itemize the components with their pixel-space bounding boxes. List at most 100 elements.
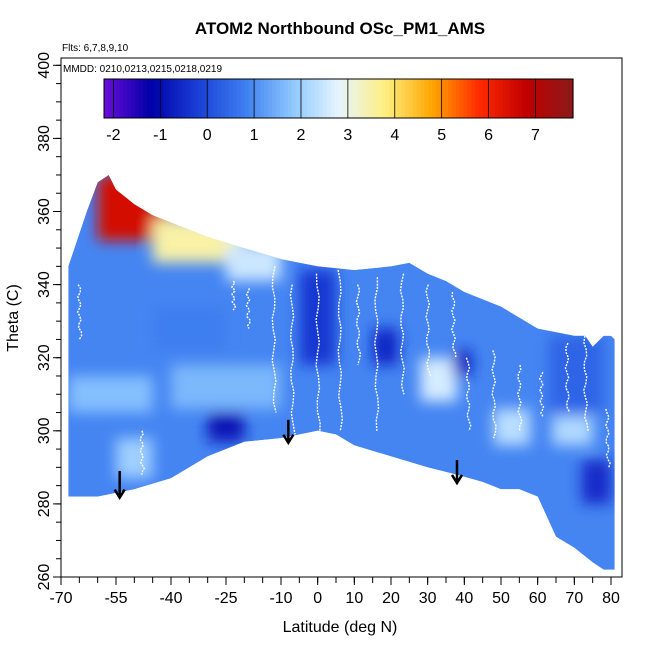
colorbar-cell	[104, 79, 109, 118]
colorbar-cell	[428, 79, 433, 118]
x-tick-label: -10	[269, 590, 292, 607]
colorbar-cell	[494, 79, 500, 118]
colorbar-cell	[209, 79, 215, 118]
profile-trace	[583, 335, 589, 431]
profile-trace	[491, 350, 497, 439]
x-tick-label: -40	[159, 590, 182, 607]
y-tick-label: 360	[36, 198, 53, 225]
colorbar-tick-label: 5	[437, 127, 446, 144]
x-tick-label: 70	[565, 590, 583, 607]
colorbar-cell	[119, 79, 125, 118]
colorbar-cell	[146, 79, 152, 118]
colorbar-cell	[303, 79, 308, 118]
colorbar-cell	[545, 79, 551, 118]
colorbar-cell	[107, 79, 113, 118]
colorbar-cell	[260, 79, 265, 118]
colorbar-cell	[201, 79, 207, 118]
y-tick-label: 320	[36, 344, 53, 371]
colorbar-cell	[131, 79, 136, 118]
colorbar-cell	[221, 79, 226, 118]
colorbar-cell	[139, 79, 144, 118]
y-tick-label: 380	[36, 125, 53, 152]
colorbar-cell	[248, 79, 254, 118]
colorbar-tick-label: 1	[250, 127, 259, 144]
colorbar-cell	[158, 79, 164, 118]
colorbar-cell	[275, 79, 281, 118]
colorbar-cell	[330, 79, 336, 118]
colorbar-cell	[322, 79, 328, 118]
profile-trace	[245, 288, 251, 329]
colorbar-cell	[135, 79, 140, 118]
heatmap-region	[372, 328, 399, 366]
colorbar-cell	[166, 79, 172, 118]
heatmap-region	[152, 306, 226, 351]
colorbar-cell	[232, 79, 238, 118]
profile-trace	[564, 342, 571, 413]
colorbar-cell	[483, 79, 488, 118]
colorbar-cell	[307, 79, 312, 118]
colorbar-cell	[549, 79, 555, 118]
colorbar-cell	[479, 79, 484, 118]
colorbar-cell	[541, 79, 547, 118]
colorbar-cell	[553, 79, 558, 118]
heatmap-region	[581, 460, 611, 504]
profile-trace	[538, 371, 545, 417]
profile-trace	[355, 284, 362, 366]
colorbar-cell	[287, 79, 293, 118]
colorbar-cell	[522, 79, 527, 118]
x-tick-label: 60	[529, 590, 547, 607]
x-tick-label: 20	[382, 590, 400, 607]
colorbar-tick-label: 7	[531, 127, 540, 144]
colorbar-cell	[272, 79, 277, 118]
x-tick-label: 30	[419, 590, 437, 607]
y-axis-label: Theta (C)	[5, 284, 22, 352]
colorbar-tick-label: 0	[203, 127, 212, 144]
x-tick-label: 50	[492, 590, 510, 607]
x-tick-label: -25	[214, 590, 237, 607]
colorbar-cell	[447, 79, 453, 118]
colorbar-cell	[150, 79, 156, 118]
colorbar-cell	[459, 79, 465, 118]
heatmap-field	[68, 175, 615, 570]
y-axis: 260 280 300 320 340 360 380 400	[36, 52, 61, 590]
colorbar-tick-label: 2	[297, 127, 306, 144]
y-tick-label: 300	[36, 417, 53, 444]
colorbar: -2 -1 0 1 2 3 4 5 6 7	[103, 78, 574, 144]
colorbar-cell	[334, 79, 340, 118]
colorbar-cell	[115, 79, 121, 118]
colorbar-cell	[510, 79, 515, 118]
y-tick-label: 400	[36, 52, 53, 79]
colorbar-cell	[264, 79, 269, 118]
colorbar-cell	[213, 79, 218, 118]
x-tick-label: 0	[313, 590, 322, 607]
colorbar-cell	[127, 79, 132, 118]
colorbar-cell	[350, 79, 355, 118]
x-tick-label: 40	[455, 590, 473, 607]
colorbar-cell	[506, 79, 512, 118]
colorbar-tick-label: 3	[343, 127, 352, 144]
colorbar-cell	[451, 79, 457, 118]
colorbar-cell	[315, 79, 320, 118]
colorbar-cell	[217, 79, 222, 118]
colorbar-cell	[557, 79, 562, 118]
colorbar-cell	[244, 79, 250, 118]
heatmap-region	[299, 269, 336, 366]
flights-note: Flts: 6,7,8,9,10	[62, 43, 129, 54]
profile-trace	[76, 284, 83, 340]
colorbar-cell	[436, 79, 441, 118]
colorbar-cell	[182, 79, 187, 118]
colorbar-cell	[440, 79, 445, 118]
heatmap-region	[420, 357, 457, 402]
colorbar-cell	[490, 79, 496, 118]
plot-frame	[60, 57, 623, 578]
colorbar-cell	[186, 79, 191, 118]
profile-trace	[465, 357, 472, 432]
colorbar-cell	[471, 79, 476, 118]
colorbar-cell	[397, 79, 402, 118]
colorbar-cell	[530, 79, 535, 118]
arrow-markers	[113, 419, 464, 500]
colorbar-cell	[455, 79, 461, 118]
colorbar-cell	[420, 79, 426, 118]
profile-trace	[450, 291, 457, 358]
colorbar-cell	[162, 79, 168, 118]
